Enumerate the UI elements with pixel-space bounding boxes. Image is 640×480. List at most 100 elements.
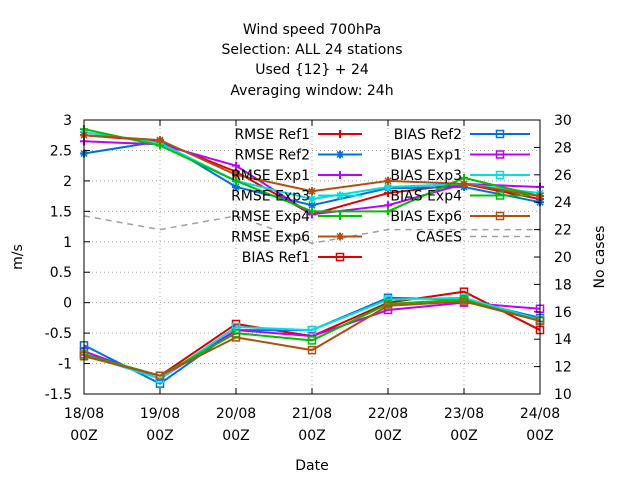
legend-entry: BIAS Exp3	[390, 168, 530, 184]
data-point	[495, 211, 505, 221]
y-tick-label: 1	[63, 235, 72, 251]
x-tick-label-date: 24/08	[520, 406, 560, 422]
y2-axis-label: No cases	[592, 226, 608, 289]
data-point	[495, 191, 505, 200]
data-point	[336, 232, 344, 241]
x-tick-label-time: 00Z	[526, 428, 553, 444]
data-point	[459, 287, 469, 296]
y-tick-label: 3	[63, 113, 72, 129]
y2-tick-label: 30	[554, 113, 572, 129]
grid	[84, 120, 540, 394]
x-tick-label-time: 00Z	[70, 428, 97, 444]
legend-entry: BIAS Ref2	[394, 127, 530, 143]
legend-entry: RMSE Exp4	[231, 209, 362, 225]
title-line-3: Used {12} + 24	[255, 62, 369, 78]
y2-tick-label: 14	[554, 332, 572, 348]
legend-label: RMSE Ref2	[234, 148, 310, 164]
legend-entry: BIAS Ref1	[242, 250, 362, 266]
data-point	[308, 195, 316, 204]
data-point	[495, 129, 505, 139]
data-point	[336, 130, 344, 138]
data-point	[383, 301, 393, 310]
y2-tick-label: 16	[554, 305, 572, 321]
series-bias-exp3	[79, 293, 545, 384]
data-point	[231, 322, 241, 332]
y-axis-label: m/s	[10, 244, 26, 270]
y-tick-label: -0.5	[45, 326, 72, 342]
y-tick-label: 2.5	[50, 143, 72, 159]
x-tick-label-date: 23/08	[444, 406, 484, 422]
title-line-4: Averaging window: 24h	[230, 83, 393, 99]
data-point	[336, 212, 344, 220]
x-tick-label-time: 00Z	[222, 428, 249, 444]
legend-label: CASES	[416, 230, 462, 246]
legend-entry: CASES	[416, 230, 530, 246]
data-point	[459, 297, 469, 306]
legend-label: BIAS Exp6	[390, 209, 462, 225]
legend-label: BIAS Ref1	[242, 250, 310, 266]
data-point	[307, 336, 317, 345]
data-point	[384, 182, 392, 191]
data-point	[308, 207, 316, 216]
data-point	[307, 325, 317, 335]
legend-label: BIAS Exp1	[390, 148, 462, 164]
legend-entry: RMSE Exp6	[231, 230, 362, 246]
legend-entry: RMSE Ref2	[234, 148, 362, 164]
x-tick-label-date: 19/08	[140, 406, 180, 422]
y2-tick-label: 26	[554, 168, 572, 184]
x-tick-label-date: 22/08	[368, 406, 408, 422]
y-tick-label: -1.5	[45, 387, 72, 403]
x-tick-label-date: 21/08	[292, 406, 332, 422]
y-tick-label: 0	[63, 296, 72, 312]
data-point	[155, 379, 165, 388]
series-line	[83, 215, 540, 245]
y2-tick-label: 24	[554, 195, 572, 211]
legend-entry: RMSE Ref1	[234, 127, 362, 143]
data-point	[307, 345, 317, 355]
legend-label: RMSE Ref1	[234, 127, 310, 143]
x-tick-label-date: 18/08	[64, 406, 104, 422]
legend-entry: RMSE Exp3	[231, 189, 362, 205]
data-point	[232, 170, 240, 179]
data-point	[155, 371, 165, 380]
data-point	[335, 252, 345, 262]
legend-label: BIAS Exp3	[390, 168, 462, 184]
legend-label: BIAS Exp4	[390, 189, 462, 205]
axes: -1.5 -1 -0.5 0 0.5 1 1.5 2 2.5 3 10 12 14 16 18 20 22 24 2…	[45, 113, 572, 444]
legend-entry: BIAS Exp4	[390, 189, 530, 205]
legend-label: RMSE Exp1	[231, 168, 310, 184]
series-line	[83, 296, 541, 380]
x-tick-label-time: 00Z	[146, 428, 173, 444]
data-point	[336, 171, 344, 179]
y2-tick-label: 28	[554, 140, 572, 156]
plot-series	[79, 125, 545, 388]
legend-entry: BIAS Exp1	[390, 148, 530, 164]
x-tick-label-time: 00Z	[450, 428, 477, 444]
data-point	[336, 150, 344, 159]
data-point	[384, 176, 392, 185]
title-line-2: Selection: ALL 24 stations	[221, 42, 402, 58]
y2-tick-label: 12	[554, 360, 572, 376]
legend-entry: BIAS Exp6	[390, 209, 530, 225]
data-point	[495, 170, 505, 180]
data-point	[231, 333, 241, 342]
legend-label: RMSE Exp3	[231, 189, 310, 205]
series-line	[83, 300, 541, 377]
data-point	[336, 191, 344, 200]
y-tick-label: 0.5	[50, 265, 72, 281]
x-axis-label: Date	[295, 458, 328, 474]
series-cases	[83, 215, 540, 245]
y2-tick-label: 10	[554, 387, 572, 403]
title-line-1: Wind speed 700hPa	[243, 22, 381, 38]
legend-entry: RMSE Exp1	[231, 168, 362, 184]
y2-tick-label: 20	[554, 250, 572, 266]
data-point	[308, 187, 316, 196]
series-bias-exp6	[79, 297, 545, 380]
x-tick-label-time: 00Z	[374, 428, 401, 444]
data-point	[460, 179, 468, 188]
series-rmse-exp4	[80, 125, 544, 216]
y-tick-label: 2	[63, 174, 72, 190]
x-tick-label-time: 00Z	[298, 428, 325, 444]
data-point	[232, 161, 240, 170]
